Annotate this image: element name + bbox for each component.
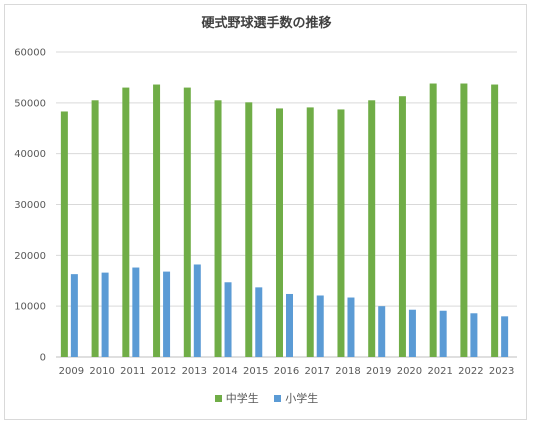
y-tick-label: 10000: [14, 302, 46, 313]
x-tick-label: 2012: [151, 366, 176, 377]
bar-elementary: [470, 313, 478, 357]
x-tick-label: 2014: [212, 366, 237, 377]
y-tick-label: 30000: [14, 200, 46, 211]
x-tick-label: 2023: [489, 366, 514, 377]
bar-junior-high: [398, 96, 406, 357]
x-tick-label: 2011: [120, 366, 145, 377]
bar-elementary: [286, 293, 293, 357]
x-tick-label: 2010: [89, 366, 114, 377]
bar-elementary: [378, 306, 386, 357]
x-tick-label: 2022: [458, 366, 483, 377]
bar-junior-high: [183, 87, 191, 357]
x-tick-label: 2021: [427, 366, 452, 377]
x-tick-label: 2020: [397, 366, 422, 377]
y-tick-label: 20000: [14, 251, 46, 262]
bar-elementary: [347, 297, 355, 357]
bar-junior-high: [153, 84, 161, 358]
bar-elementary: [132, 267, 140, 357]
bar-junior-high: [429, 83, 437, 358]
bar-junior-high: [276, 108, 283, 357]
bar-elementary: [408, 309, 416, 357]
chart-legend: 中学生 小学生: [0, 390, 533, 406]
bar-elementary: [163, 271, 171, 357]
x-tick-label: 2009: [59, 366, 84, 377]
bar-junior-high: [368, 100, 376, 358]
legend-item-elementary: 小学生: [274, 390, 318, 406]
x-tick-label: 2019: [366, 366, 391, 377]
bar-elementary: [193, 264, 201, 357]
x-tick-label: 2016: [274, 366, 299, 377]
legend-item-junior-high: 中学生: [214, 390, 259, 406]
bar-elementary: [439, 310, 447, 357]
bar-elementary: [501, 316, 509, 357]
bar-junior-high: [337, 109, 345, 357]
legend-swatch-junior-high: [214, 394, 222, 402]
bar-junior-high: [91, 100, 99, 358]
x-tick-label: 2015: [243, 366, 268, 377]
y-tick-label: 60000: [14, 48, 46, 59]
bar-junior-high: [245, 102, 253, 357]
bar-junior-high: [491, 84, 499, 358]
bar-elementary: [224, 282, 232, 357]
y-tick-label: 50000: [14, 98, 46, 109]
x-tick-label: 2018: [335, 366, 360, 377]
legend-label-elementary: 小学生: [285, 392, 319, 405]
legend-swatch-elementary: [274, 394, 282, 402]
x-tick-label: 2017: [305, 366, 330, 377]
bar-elementary: [255, 287, 263, 357]
bar-junior-high: [460, 83, 468, 358]
bar-junior-high: [122, 87, 130, 357]
bar-elementary: [316, 295, 324, 357]
chart-title: 硬式野球選手数の推移: [201, 16, 332, 31]
y-tick-label: 40000: [14, 149, 46, 160]
bar-elementary: [101, 272, 109, 357]
bar-elementary: [70, 274, 78, 357]
legend-label-junior-high: 中学生: [225, 392, 259, 405]
bar-junior-high: [306, 107, 314, 358]
x-tick-label: 2013: [182, 366, 207, 377]
bar-junior-high: [60, 111, 68, 357]
bar-junior-high: [214, 100, 222, 358]
y-tick-label: 0: [40, 353, 46, 364]
